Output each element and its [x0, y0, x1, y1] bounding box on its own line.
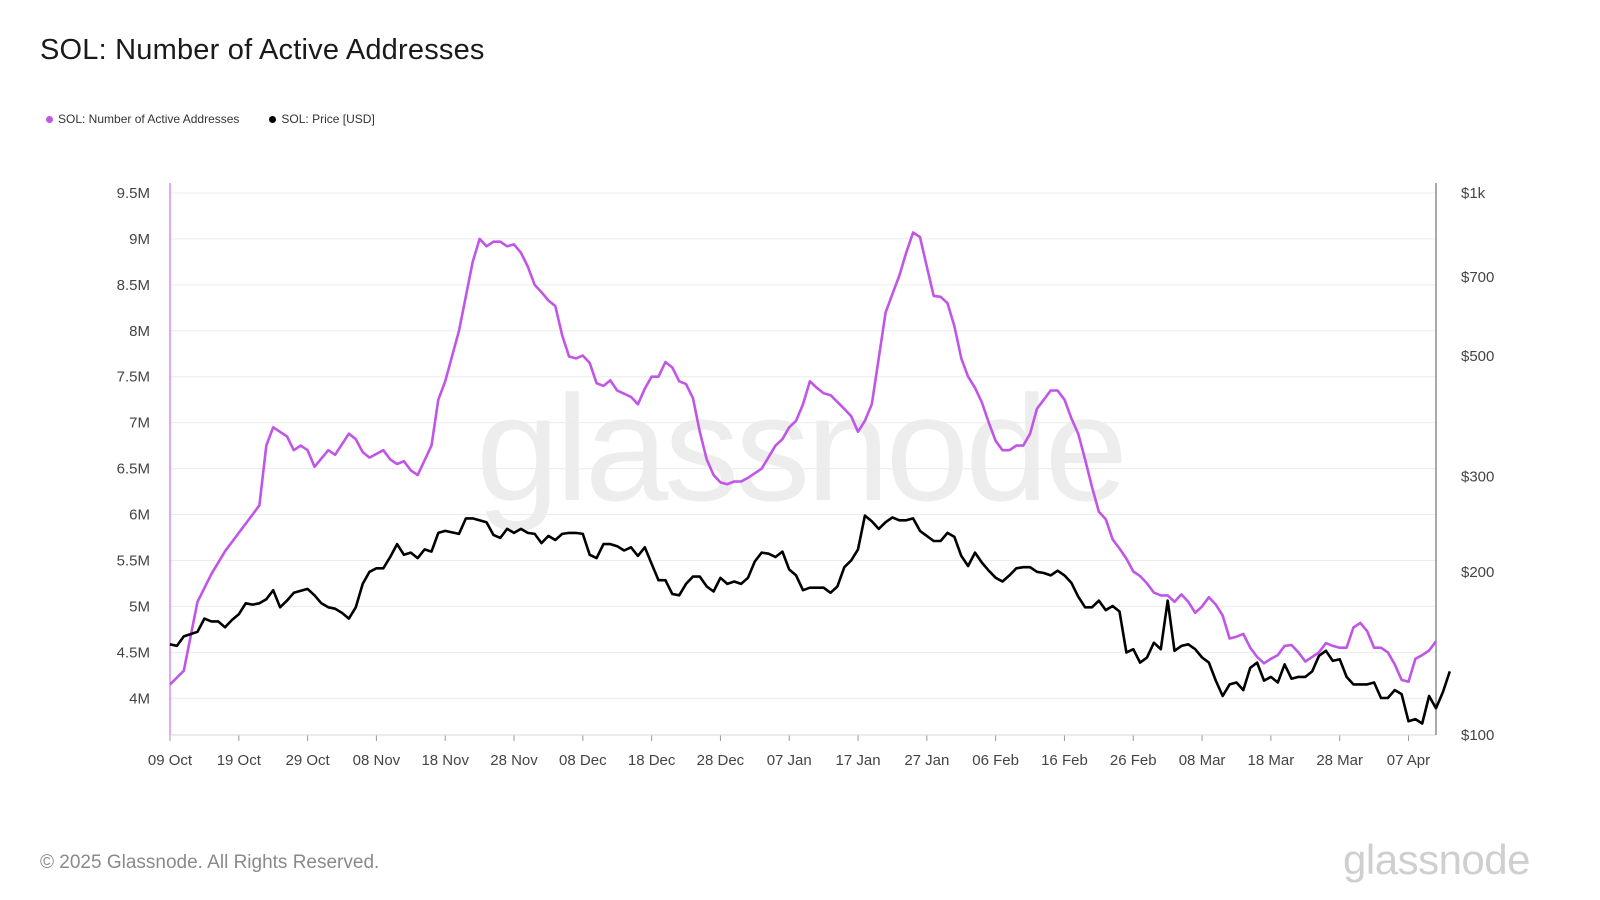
y-right-tick-label: $100 [1461, 727, 1494, 744]
x-tick-label: 19 Oct [217, 752, 262, 769]
y-right-tick-label: $300 [1461, 468, 1494, 485]
y-left-tick-label: 9.5M [117, 185, 150, 202]
gridlines [170, 192, 1436, 699]
legend-label-price: SOL: Price [USD] [281, 112, 375, 126]
legend-item-price[interactable]: SOL: Price [USD] [269, 112, 375, 126]
x-tick-label: 08 Nov [353, 752, 401, 769]
x-tick-label: 28 Mar [1316, 752, 1363, 769]
axes: 9.5M 9M 8.5M 8M 7.5M 7M 6.5M 6M 5.5M 5M 4.5M 4M $1k $… [117, 183, 1494, 769]
y-left-tick-label: 5M [129, 598, 150, 615]
y-left-tick-label: 4.5M [117, 644, 150, 661]
y-right-tick-label: $200 [1461, 564, 1494, 581]
brand-logo: glassnode [1343, 836, 1530, 883]
legend-dot-price [269, 115, 277, 123]
x-tick-label: 08 Mar [1179, 752, 1226, 769]
y-left-tick-label: 6.5M [117, 461, 150, 478]
y-right-tick-label: $1k [1461, 185, 1486, 202]
x-tick-label: 06 Feb [972, 752, 1019, 769]
chart-watermark: glassnode [476, 364, 1124, 532]
series-line-active-addresses[interactable] [169, 231, 1438, 686]
y-left-tick-label: 7M [129, 415, 150, 432]
x-tick-label: 16 Feb [1041, 752, 1088, 769]
legend-dot-active-addresses [46, 115, 53, 123]
x-tick-label: 07 Jan [767, 752, 812, 769]
chart-legend: SOL: Number of Active Addresses SOL: Pri… [46, 112, 375, 126]
y-left-tick-label: 5.5M [117, 552, 150, 569]
y-left-tick-label: 4M [129, 690, 150, 707]
x-tick-label: 18 Dec [628, 752, 676, 769]
y-right-tick-label: $500 [1461, 348, 1494, 365]
legend-label-active-addresses: SOL: Number of Active Addresses [58, 112, 240, 126]
series-lines [169, 231, 1452, 725]
y-left-tick-label: 6M [129, 507, 150, 524]
x-tick-label: 27 Jan [904, 752, 949, 769]
chart-title: SOL: Number of Active Addresses [40, 34, 485, 66]
x-tick-label: 26 Feb [1110, 752, 1157, 769]
x-tick-label: 28 Dec [697, 752, 745, 769]
y-left-tick-label: 8M [129, 323, 150, 340]
series-line-price[interactable] [169, 514, 1452, 725]
x-tick-label: 07 Apr [1387, 752, 1430, 769]
x-tick-label: 09 Oct [148, 752, 193, 769]
y-left-tick-label: 9M [129, 231, 150, 248]
x-tick-label: 28 Nov [490, 752, 538, 769]
x-tick-label: 17 Jan [836, 752, 881, 769]
x-tick-label: 18 Nov [421, 752, 469, 769]
x-tick-label: 18 Mar [1248, 752, 1295, 769]
y-right-tick-label: $700 [1461, 269, 1494, 286]
y-left-tick-label: 7.5M [117, 369, 150, 386]
y-left-tick-label: 8.5M [117, 277, 150, 294]
x-tick-label: 08 Dec [559, 752, 607, 769]
copyright-footer: © 2025 Glassnode. All Rights Reserved. [40, 852, 380, 873]
legend-item-active-addresses[interactable]: SOL: Number of Active Addresses [46, 112, 239, 126]
x-tick-label: 29 Oct [286, 752, 331, 769]
